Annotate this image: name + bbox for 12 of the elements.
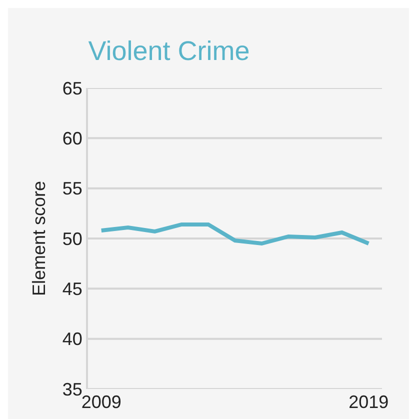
y-tick-label: 65	[62, 78, 82, 98]
y-tick-label: 50	[62, 228, 82, 249]
y-tick-label: 55	[62, 178, 82, 199]
y-axis-title: Element score	[29, 180, 50, 296]
y-tick-label: 40	[62, 329, 82, 350]
y-tick-label: 45	[62, 278, 82, 299]
x-tick-label: 2019	[348, 392, 389, 412]
chart-title: Violent Crime	[88, 36, 250, 66]
y-tick-label: 35	[62, 379, 82, 400]
y-tick-label: 60	[62, 128, 82, 148]
line-series	[99, 222, 371, 246]
x-tick-label: 2009	[81, 392, 122, 412]
